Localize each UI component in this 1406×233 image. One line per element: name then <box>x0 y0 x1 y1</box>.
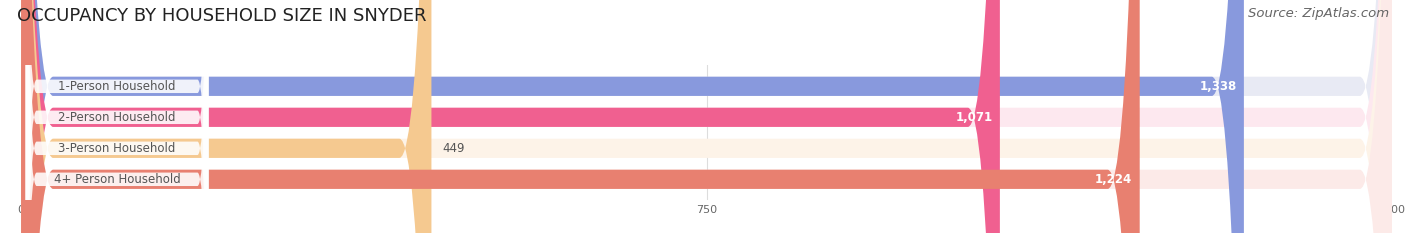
FancyBboxPatch shape <box>21 0 432 233</box>
Text: Source: ZipAtlas.com: Source: ZipAtlas.com <box>1249 7 1389 20</box>
Text: 1,071: 1,071 <box>956 111 993 124</box>
Text: 1,338: 1,338 <box>1199 80 1237 93</box>
FancyBboxPatch shape <box>21 0 1392 233</box>
FancyBboxPatch shape <box>21 0 1140 233</box>
Text: 4+ Person Household: 4+ Person Household <box>53 173 180 186</box>
Text: 449: 449 <box>443 142 465 155</box>
FancyBboxPatch shape <box>21 0 1392 233</box>
FancyBboxPatch shape <box>21 0 1244 233</box>
FancyBboxPatch shape <box>25 0 208 233</box>
Text: 1,224: 1,224 <box>1095 173 1132 186</box>
FancyBboxPatch shape <box>21 0 1392 233</box>
FancyBboxPatch shape <box>25 0 208 233</box>
Text: OCCUPANCY BY HOUSEHOLD SIZE IN SNYDER: OCCUPANCY BY HOUSEHOLD SIZE IN SNYDER <box>17 7 426 25</box>
Text: 1-Person Household: 1-Person Household <box>58 80 176 93</box>
FancyBboxPatch shape <box>21 0 1392 233</box>
FancyBboxPatch shape <box>21 0 1000 233</box>
Text: 2-Person Household: 2-Person Household <box>58 111 176 124</box>
FancyBboxPatch shape <box>25 0 208 233</box>
Text: 3-Person Household: 3-Person Household <box>59 142 176 155</box>
FancyBboxPatch shape <box>25 0 208 233</box>
